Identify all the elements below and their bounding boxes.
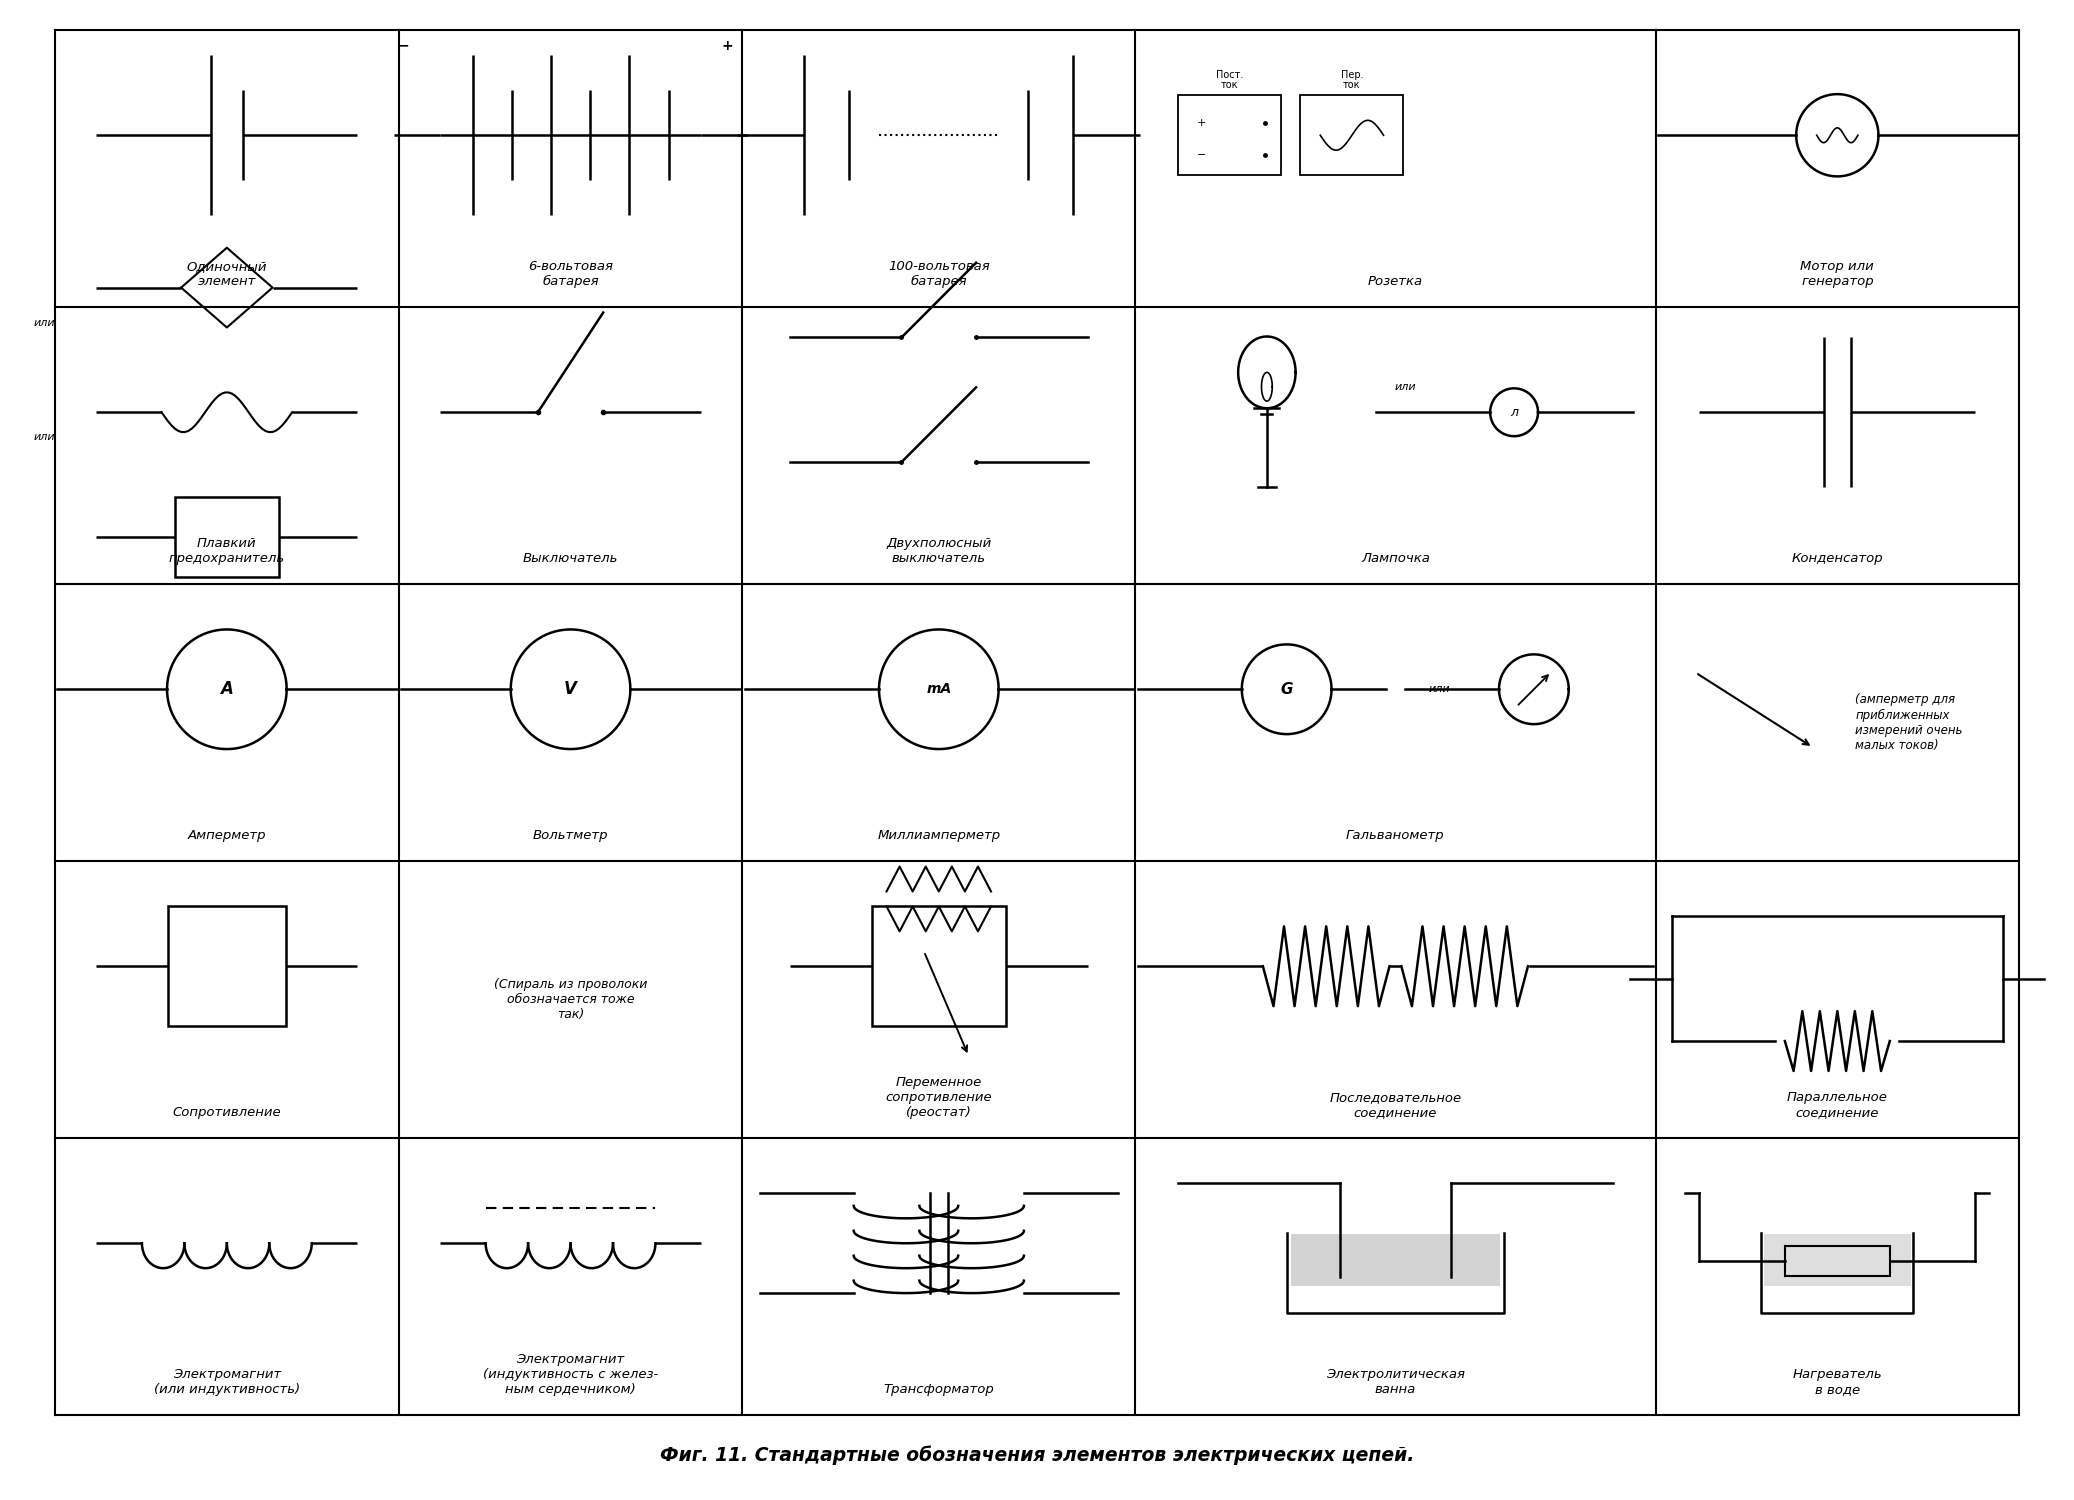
Text: Фиг. 11. Стандартные обозначения элементов электрических цепей.: Фиг. 11. Стандартные обозначения элемент… bbox=[660, 1444, 1414, 1466]
Text: Нагреватель
в воде: Нагреватель в воде bbox=[1792, 1368, 1881, 1395]
Text: Пост.: Пост. bbox=[1215, 70, 1242, 81]
Text: или: или bbox=[1394, 382, 1417, 393]
Text: Электромагнит
(или индуктивность): Электромагнит (или индуктивность) bbox=[153, 1368, 301, 1395]
Text: Конденсатор: Конденсатор bbox=[1792, 552, 1883, 564]
Text: 6-вольтовая
батарея: 6-вольтовая батарея bbox=[529, 260, 614, 288]
Bar bbox=[174, 496, 280, 578]
Text: Сопротивление: Сопротивление bbox=[172, 1106, 282, 1119]
Text: (Спираль из проволоки
обозначается тоже
так): (Спираль из проволоки обозначается тоже … bbox=[494, 978, 647, 1022]
Text: Электромагнит
(индуктивность с желез-
ным сердечником): Электромагнит (индуктивность с желез- ны… bbox=[483, 1353, 657, 1395]
Text: +: + bbox=[722, 39, 732, 53]
Bar bbox=[1765, 1234, 1910, 1286]
Text: 100-вольтовая
батарея: 100-вольтовая батарея bbox=[888, 260, 989, 288]
Text: (амперметр для
приближенных
измерений очень
малых токов): (амперметр для приближенных измерений оч… bbox=[1856, 693, 1962, 752]
Text: Трансформатор: Трансформатор bbox=[884, 1383, 993, 1395]
Bar bbox=[871, 906, 1006, 1026]
Text: ток: ток bbox=[1222, 81, 1238, 90]
Text: Розетка: Розетка bbox=[1369, 274, 1423, 288]
Text: G: G bbox=[1280, 682, 1292, 698]
Text: Вольтметр: Вольтметр bbox=[533, 828, 608, 842]
Text: Электролитическая
ванна: Электролитическая ванна bbox=[1325, 1368, 1464, 1395]
Bar bbox=[168, 906, 286, 1026]
Bar bbox=[1300, 96, 1404, 176]
Text: или: или bbox=[33, 432, 54, 442]
Text: −: − bbox=[1197, 150, 1207, 160]
Text: или: или bbox=[1429, 684, 1450, 694]
Text: Амперметр: Амперметр bbox=[187, 828, 265, 842]
Text: V: V bbox=[564, 681, 577, 699]
Text: Плавкий
предохранитель: Плавкий предохранитель bbox=[168, 537, 284, 564]
Bar bbox=[1786, 1246, 1889, 1276]
Text: −: − bbox=[398, 39, 409, 53]
Text: +: + bbox=[1197, 118, 1207, 129]
Text: Переменное
сопротивление
(реостат): Переменное сопротивление (реостат) bbox=[886, 1076, 991, 1119]
Text: Двухполюсный
выключатель: Двухполюсный выключатель bbox=[886, 537, 991, 564]
Text: Гальванометр: Гальванометр bbox=[1346, 828, 1446, 842]
Text: л: л bbox=[1510, 406, 1518, 418]
Text: или: или bbox=[33, 318, 54, 327]
Text: mА: mА bbox=[927, 682, 952, 696]
Text: Параллельное
соединение: Параллельное соединение bbox=[1788, 1090, 1887, 1119]
Text: А: А bbox=[220, 681, 232, 699]
Text: ток: ток bbox=[1344, 81, 1361, 90]
Text: Выключатель: Выключатель bbox=[523, 552, 618, 564]
Text: Одиночный
элемент: Одиночный элемент bbox=[187, 260, 268, 288]
Bar bbox=[1290, 1234, 1500, 1286]
Text: Мотор или
генератор: Мотор или генератор bbox=[1800, 260, 1875, 288]
Text: Последовательное
соединение: Последовательное соединение bbox=[1329, 1090, 1462, 1119]
Text: Лампочка: Лампочка bbox=[1361, 552, 1429, 564]
Text: Миллиамперметр: Миллиамперметр bbox=[877, 828, 1000, 842]
Text: Пер.: Пер. bbox=[1340, 70, 1363, 81]
Bar bbox=[1178, 96, 1282, 176]
